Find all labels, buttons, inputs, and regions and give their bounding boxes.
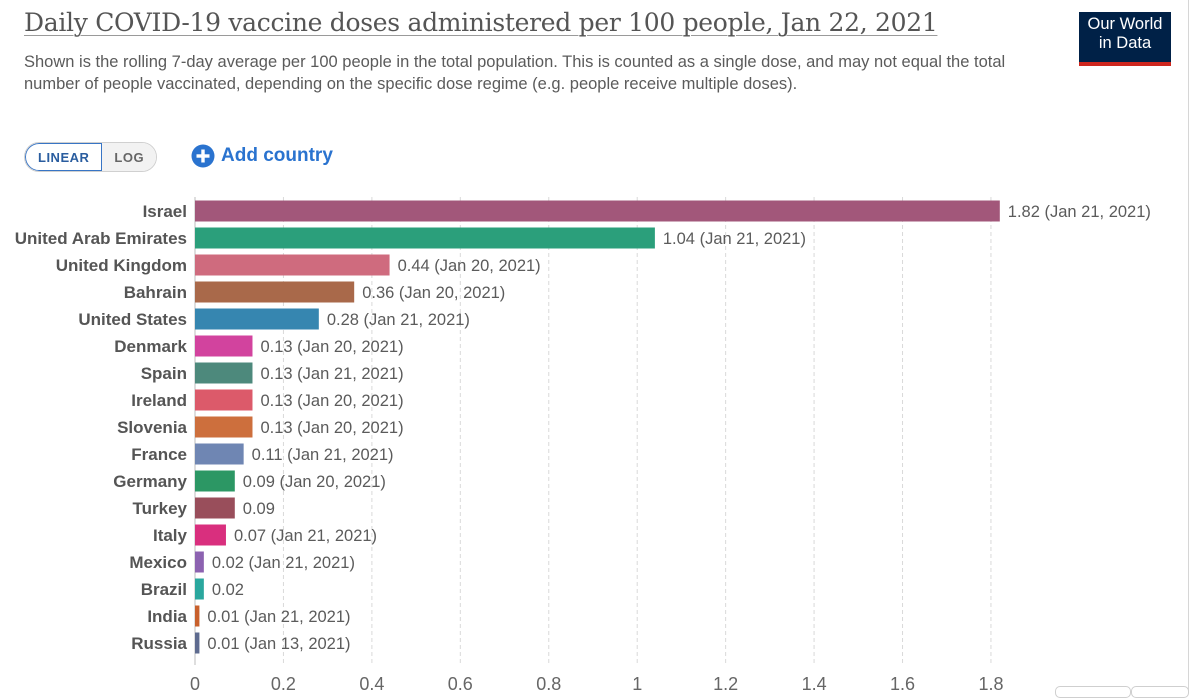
value-label-germany: 0.09 (Jan 20, 2021) [243,473,386,491]
value-label-united-kingdom: 0.44 (Jan 20, 2021) [398,257,541,275]
category-label-spain: Spain [141,364,187,383]
bar-italy [195,524,226,546]
bottom-tab-left[interactable] [1055,686,1131,698]
bar-mexico [195,551,204,573]
x-tick-label-0.6: 0.6 [448,674,473,693]
category-label-denmark: Denmark [114,337,187,356]
category-label-france: France [131,445,187,464]
category-label-bahrain: Bahrain [124,283,187,302]
value-label-mexico: 0.02 (Jan 21, 2021) [212,554,355,572]
x-tick-label-0.8: 0.8 [536,674,561,693]
category-label-israel: Israel [143,202,187,221]
logo-line-1: Our World [1087,15,1163,33]
x-tick-label-1.4: 1.4 [802,674,827,693]
linear-scale-button[interactable]: LINEAR [25,143,103,171]
value-label-denmark: 0.13 (Jan 20, 2021) [260,338,403,356]
bar-bahrain [195,281,355,303]
value-label-bahrain: 0.36 (Jan 20, 2021) [362,284,505,302]
right-edge-divider [1188,0,1189,693]
category-label-germany: Germany [113,472,187,491]
category-label-mexico: Mexico [129,553,187,572]
category-label-united-arab-emirates: United Arab Emirates [15,229,187,248]
bar-india [195,605,200,627]
chart-title: Daily COVID-19 vaccine doses administere… [24,8,938,37]
category-label-india: India [147,607,187,626]
x-tick-label-1.2: 1.2 [713,674,738,693]
value-label-italy: 0.07 (Jan 21, 2021) [234,527,377,545]
value-label-india: 0.01 (Jan 21, 2021) [207,608,350,626]
value-label-spain: 0.13 (Jan 21, 2021) [260,365,403,383]
bar-united-states [195,308,319,330]
bar-brazil [195,578,204,600]
add-country-label: Add country [221,145,333,166]
value-label-france: 0.11 (Jan 21, 2021) [252,446,394,464]
category-label-slovenia: Slovenia [117,418,187,437]
category-label-russia: Russia [131,634,187,653]
category-label-ireland: Ireland [131,391,187,410]
category-label-italy: Italy [153,526,188,545]
bar-united-kingdom [195,254,390,276]
bar-spain [195,362,253,384]
value-label-turkey: 0.09 [243,500,275,518]
value-label-brazil: 0.02 [212,581,244,599]
value-label-slovenia: 0.13 (Jan 20, 2021) [260,419,403,437]
bar-france [195,443,244,465]
value-label-united-states: 0.28 (Jan 21, 2021) [327,311,470,329]
x-tick-label-1: 1 [632,674,642,693]
bar-united-arab-emirates [195,227,655,249]
x-tick-label-1.6: 1.6 [890,674,915,693]
bar-germany [195,470,235,492]
x-tick-label-0: 0 [190,674,200,693]
category-label-turkey: Turkey [133,499,188,518]
value-label-united-arab-emirates: 1.04 (Jan 21, 2021) [663,230,806,248]
bar-turkey [195,497,235,519]
add-country-button[interactable]: Add country [191,143,333,169]
value-label-russia: 0.01 (Jan 13, 2021) [207,635,350,653]
scale-toggle: LINEAR LOG [24,142,158,172]
plus-circle-icon [191,144,215,168]
x-tick-label-0.4: 0.4 [359,674,384,693]
our-world-in-data-logo[interactable]: Our World in Data [1079,12,1171,66]
category-label-united-kingdom: United Kingdom [56,256,187,275]
x-tick-label-1.8: 1.8 [978,674,1003,693]
value-label-ireland: 0.13 (Jan 20, 2021) [260,392,403,410]
chart-subtitle: Shown is the rolling 7-day average per 1… [24,53,1006,93]
value-label-israel: 1.82 (Jan 21, 2021) [1008,203,1151,221]
bar-chart: Israel 1.82 (Jan 21, 2021) United Arab Emi… [15,197,1151,693]
bar-israel [195,200,1000,222]
bar-slovenia [195,416,253,438]
bar-ireland [195,389,253,411]
bar-russia [195,632,200,654]
bar-denmark [195,335,253,357]
category-label-brazil: Brazil [141,580,187,599]
category-label-united-states: United States [78,310,187,329]
log-scale-button[interactable]: LOG [102,143,157,171]
logo-line-2: in Data [1098,34,1152,52]
x-tick-label-0.2: 0.2 [271,674,296,693]
bottom-tab-right[interactable] [1131,686,1189,698]
